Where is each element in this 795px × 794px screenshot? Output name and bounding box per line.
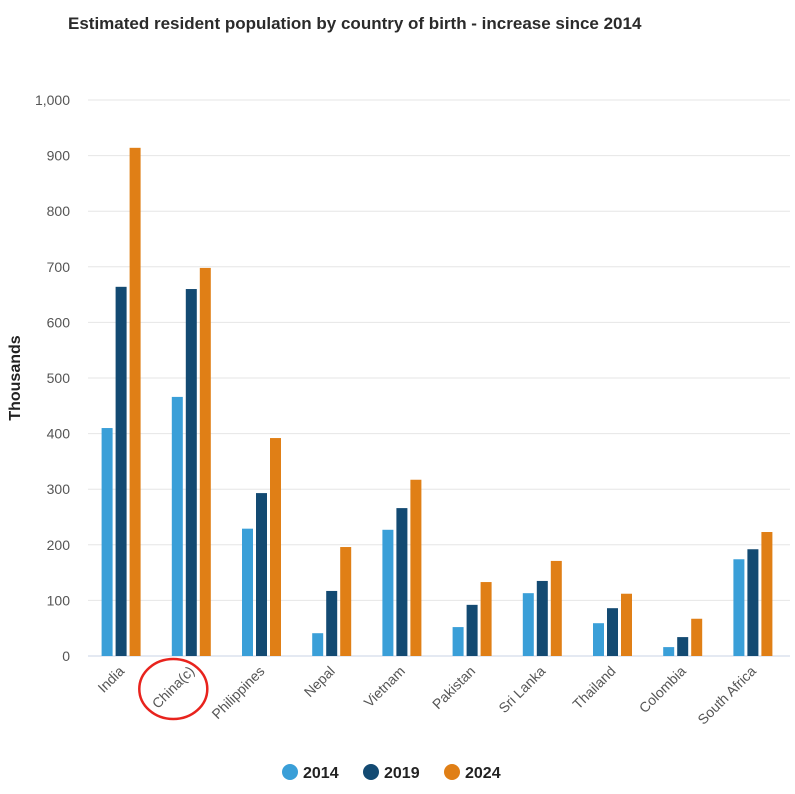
x-tick-label: Thailand bbox=[569, 663, 618, 712]
y-tick-label: 0 bbox=[62, 648, 70, 664]
bar-2019 bbox=[326, 590, 338, 656]
bar-2024 bbox=[550, 560, 562, 656]
bar-2019 bbox=[747, 549, 759, 656]
bar-2019 bbox=[256, 493, 267, 656]
bar-2024 bbox=[410, 479, 422, 656]
x-tick-label: Colombia bbox=[636, 663, 689, 716]
y-tick-label: 800 bbox=[47, 203, 71, 219]
x-tick-label: China(c) bbox=[149, 663, 198, 712]
legend-marker-2019 bbox=[363, 764, 379, 780]
x-tick-label: Sri Lanka bbox=[495, 663, 548, 716]
bar-2024 bbox=[621, 593, 632, 656]
y-tick-label: 200 bbox=[47, 537, 71, 553]
bar-2014 bbox=[312, 633, 324, 656]
bar-2019 bbox=[677, 637, 689, 656]
y-axis-label: Thousands bbox=[7, 335, 24, 420]
legend-marker-2024 bbox=[444, 764, 460, 780]
bar-2014 bbox=[242, 528, 253, 656]
y-tick-label: 700 bbox=[47, 259, 71, 275]
x-tick-label: Nepal bbox=[301, 663, 338, 700]
bar-2024 bbox=[199, 267, 211, 656]
bar-2014 bbox=[101, 428, 113, 656]
bar-2019 bbox=[466, 604, 478, 656]
bar-2019 bbox=[396, 508, 408, 656]
bar-2014 bbox=[522, 593, 534, 656]
bar-2024 bbox=[270, 438, 281, 656]
legend-item-2019[interactable]: 2019 bbox=[384, 765, 420, 782]
y-tick-label: 900 bbox=[47, 148, 71, 164]
bar-2024 bbox=[691, 618, 703, 656]
bar-2024 bbox=[340, 547, 352, 656]
bar-2014 bbox=[382, 529, 394, 656]
chart-title: Estimated resident population by country… bbox=[68, 14, 642, 33]
bar-2019 bbox=[607, 608, 618, 656]
bar-2019 bbox=[536, 580, 548, 656]
bar-2014 bbox=[733, 559, 745, 656]
bar-2019 bbox=[115, 286, 127, 656]
y-tick-label: 500 bbox=[47, 370, 71, 386]
bar-2014 bbox=[663, 647, 675, 656]
annotation-circle bbox=[138, 657, 209, 721]
legend-marker-2014 bbox=[282, 764, 298, 780]
legend-item-2024[interactable]: 2024 bbox=[465, 765, 501, 782]
y-tick-label: 400 bbox=[47, 426, 71, 442]
x-tick-label: India bbox=[94, 663, 127, 696]
y-tick-label: 1,000 bbox=[35, 92, 70, 108]
bar-2024 bbox=[761, 532, 773, 656]
bar-2014 bbox=[171, 396, 183, 656]
x-tick-label: South Africa bbox=[694, 663, 759, 728]
bar-2024 bbox=[129, 147, 141, 657]
y-tick-label: 300 bbox=[47, 481, 71, 497]
x-tick-label: Philippines bbox=[208, 663, 267, 722]
bar-2014 bbox=[452, 627, 464, 656]
legend-item-2014[interactable]: 2014 bbox=[303, 765, 339, 782]
bar-2019 bbox=[185, 289, 197, 656]
bar-2024 bbox=[480, 582, 492, 656]
y-tick-label: 100 bbox=[47, 592, 71, 608]
x-tick-label: Pakistan bbox=[429, 663, 478, 712]
x-tick-label: Vietnam bbox=[361, 663, 408, 710]
y-tick-label: 600 bbox=[47, 314, 71, 330]
bar-2014 bbox=[593, 623, 604, 656]
